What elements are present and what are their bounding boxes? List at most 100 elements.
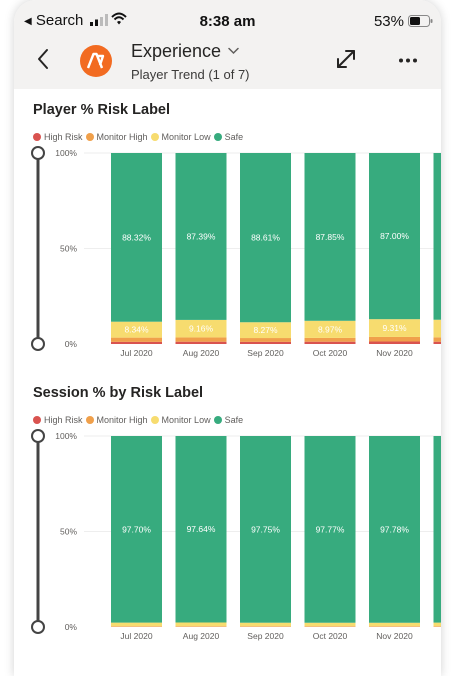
data-label: 97.70%: [122, 524, 151, 534]
bar-segment-safe[interactable]: [433, 436, 442, 623]
bar-segment-monitor-low[interactable]: [111, 622, 162, 627]
bar-segment-monitor-high[interactable]: [369, 336, 420, 342]
data-label: 97.78%: [380, 524, 409, 534]
top-bar: ◀ Search 8:38 am 53%: [14, 0, 441, 89]
data-label: 8.97%: [318, 324, 343, 334]
bar-segment-monitor-low[interactable]: [369, 319, 420, 337]
bar-segment-safe[interactable]: [304, 436, 356, 623]
bar-segment-monitor-high[interactable]: [369, 626, 420, 627]
bar-segment-high-risk[interactable]: [304, 341, 356, 344]
data-label: 87.85%: [316, 232, 345, 242]
back-to-app-link[interactable]: ◀ Search: [24, 12, 83, 29]
x-tick-label: Nov 2020: [376, 348, 413, 358]
report-title[interactable]: Experience: [131, 41, 222, 61]
expand-icon[interactable]: [335, 48, 357, 70]
legend-dot: [213, 416, 222, 424]
chart-title: Session % by Risk Label: [33, 385, 204, 401]
report-header: Experience Player Trend (1 of 7): [14, 34, 441, 88]
legend-item-high-risk[interactable]: High Risk: [33, 132, 83, 142]
bar-segment-monitor-high[interactable]: [111, 337, 162, 342]
bar-segment-monitor-high[interactable]: [111, 626, 162, 627]
legend-item-monitor-low[interactable]: Monitor Low: [150, 415, 211, 425]
range-slider-handle-bottom[interactable]: [31, 620, 45, 634]
bar-segment-safe[interactable]: [240, 153, 291, 323]
bar-segment-monitor-high[interactable]: [175, 626, 227, 627]
wifi-icon: [111, 12, 127, 25]
legend-dot: [85, 416, 94, 424]
bar-segment-monitor-high[interactable]: [304, 626, 356, 627]
bar-segment-safe[interactable]: [111, 436, 162, 623]
bar-segment-monitor-low[interactable]: [369, 622, 420, 627]
stacked-bar-chart[interactable]: 100% 50% 0% 97.70% Jul 2020 97.64% Aug 2020 97.…: [14, 427, 441, 645]
legend-label: Monitor Low: [161, 132, 211, 142]
bar-segment-monitor-low[interactable]: [304, 622, 356, 627]
chart-session-risk[interactable]: Session % by Risk Label High Risk Monito…: [14, 385, 441, 655]
x-tick-label: Sep 2020: [247, 348, 284, 358]
bar-segment-safe[interactable]: [175, 436, 227, 623]
status-bar: ◀ Search 8:38 am 53%: [14, 10, 441, 32]
legend-label: Safe: [224, 132, 244, 142]
chevron-left-icon[interactable]: [36, 48, 50, 70]
more-options-icon[interactable]: [398, 58, 418, 63]
bar-segment-high-risk[interactable]: [369, 341, 420, 344]
bar-segment-safe[interactable]: [433, 153, 442, 320]
legend-item-high-risk[interactable]: High Risk: [33, 415, 83, 425]
chart-player-risk[interactable]: Player % Risk Label High Risk Monitor Hi…: [14, 102, 441, 372]
cellular-signal-icon: [90, 14, 108, 26]
x-tick-label: Oct 2020: [313, 631, 348, 641]
bar-segment-safe[interactable]: [240, 436, 291, 623]
chart-legend: High Risk Monitor High Monitor Low Safe: [33, 132, 246, 142]
bar-segment-monitor-low[interactable]: [111, 321, 162, 338]
bar-segment-safe[interactable]: [111, 153, 162, 322]
data-label: 97.77%: [316, 524, 345, 534]
range-slider-handle-top[interactable]: [31, 146, 45, 160]
app-logo-icon: [80, 45, 112, 77]
bar-segment-high-risk[interactable]: [111, 341, 162, 344]
bar-segment-monitor-high[interactable]: [433, 337, 442, 342]
data-label: 8.34%: [124, 325, 149, 335]
bar-segment-monitor-low[interactable]: [240, 322, 291, 339]
bar-segment-monitor-high[interactable]: [304, 337, 356, 342]
x-tick-label: Aug 2020: [183, 348, 220, 358]
bar-segment-monitor-low[interactable]: [433, 319, 442, 338]
chart-title: Player % Risk Label: [33, 102, 171, 118]
bar-segment-high-risk[interactable]: [240, 341, 291, 344]
chevron-down-icon[interactable]: [228, 47, 239, 55]
chart-legend: High Risk Monitor High Monitor Low Safe: [33, 415, 246, 425]
y-tick-label: 100%: [55, 148, 77, 158]
back-triangle-icon: ◀: [24, 16, 32, 27]
x-tick-label: Jul 2020: [120, 348, 152, 358]
bar-segment-monitor-low[interactable]: [175, 319, 227, 338]
battery-icon: [408, 15, 433, 27]
page-indicator: Player Trend (1 of 7): [131, 67, 250, 82]
bar-segment-safe[interactable]: [175, 153, 227, 320]
legend-item-monitor-high[interactable]: Monitor High: [85, 132, 148, 142]
y-tick-label: 50%: [60, 527, 77, 537]
bar-segment-safe[interactable]: [369, 436, 420, 623]
bar-segment-monitor-low[interactable]: [304, 320, 356, 338]
stacked-bar-chart[interactable]: 100% 50% 0% 8.34% 88.32% Jul 2020 9.16% 87.39% A…: [14, 144, 441, 362]
legend-item-safe[interactable]: Safe: [213, 415, 244, 425]
data-label: 87.00%: [380, 231, 409, 241]
bar-segment-monitor-low[interactable]: [240, 622, 291, 627]
bar-segment-monitor-high[interactable]: [175, 337, 227, 342]
legend-label: Safe: [224, 415, 244, 425]
range-slider-handle-top[interactable]: [31, 429, 45, 443]
bar-segment-monitor-high[interactable]: [240, 626, 291, 627]
bar-segment-monitor-high[interactable]: [240, 338, 291, 342]
data-label: 9.31%: [382, 323, 407, 333]
bar-segment-monitor-low[interactable]: [433, 622, 442, 627]
x-tick-label: Aug 2020: [183, 631, 220, 641]
legend-item-monitor-low[interactable]: Monitor Low: [150, 132, 211, 142]
bar-segment-high-risk[interactable]: [433, 341, 442, 344]
bar-segment-monitor-low[interactable]: [175, 622, 227, 627]
y-tick-label: 100%: [55, 431, 77, 441]
bar-segment-monitor-high[interactable]: [433, 626, 442, 627]
bar-segment-high-risk[interactable]: [175, 341, 227, 344]
legend-item-monitor-high[interactable]: Monitor High: [85, 415, 148, 425]
legend-item-safe[interactable]: Safe: [213, 132, 244, 142]
legend-dot: [85, 133, 94, 141]
bar-segment-safe[interactable]: [304, 153, 356, 321]
range-slider-handle-bottom[interactable]: [31, 337, 45, 351]
bar-segment-safe[interactable]: [369, 153, 420, 320]
